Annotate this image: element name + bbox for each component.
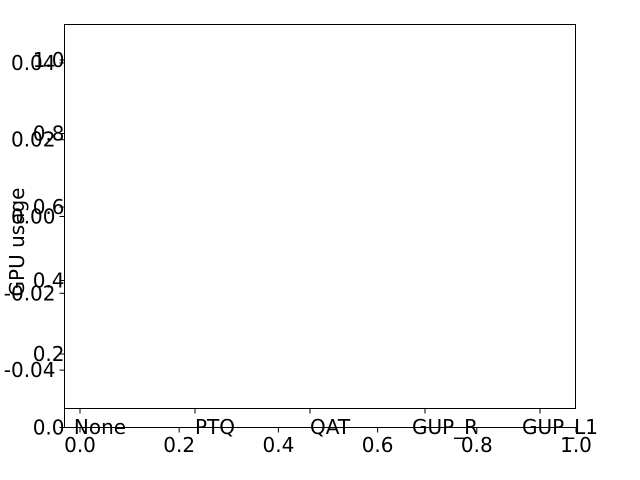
y-tick-label-4: 0.04 [11, 51, 56, 75]
x-category-label-1: PTQ [195, 415, 235, 439]
overlay-x-tick-label-5: 1.0 [560, 433, 592, 457]
y-tick-label-3: 0.02 [11, 128, 56, 152]
overlay-y-tick-label-2: 0.4 [33, 269, 65, 293]
x-category-label-3: GUP_R [412, 415, 478, 439]
overlay-x-tick-label-1: 0.2 [163, 433, 195, 457]
overlay-x-tick-label-0: 0.0 [64, 433, 96, 457]
y-tick-label-1: -0.02 [4, 281, 56, 305]
overlay-y-tick-label-3: 0.6 [33, 195, 65, 219]
main-axes-frame [64, 24, 576, 409]
x-category-label-4: GUP_L1 [522, 415, 598, 439]
y-tick-label-0: -0.04 [4, 358, 56, 382]
x-category-label-2: QAT [310, 415, 351, 439]
y-tick-label-2: 0.00 [11, 205, 56, 229]
y-axis-label: GPU usage [5, 188, 29, 297]
overlay-y-tick-label-0: 0.0 [33, 416, 65, 440]
overlay-y-tick-label-4: 0.8 [33, 122, 65, 146]
chart-marks: -0.04 -0.02 0.00 0.02 0.04 None PTQ QAT GUP_R GUP… [4, 48, 598, 457]
overlay-x-tick-label-2: 0.4 [262, 433, 294, 457]
overlay-y-tick-label-5: 1.0 [33, 48, 65, 72]
overlay-x-tick-label-3: 0.6 [362, 433, 394, 457]
overlay-y-tick-label-1: 0.2 [33, 342, 65, 366]
x-category-label-0: None [74, 415, 126, 439]
overlay-x-tick-label-4: 0.8 [461, 433, 493, 457]
